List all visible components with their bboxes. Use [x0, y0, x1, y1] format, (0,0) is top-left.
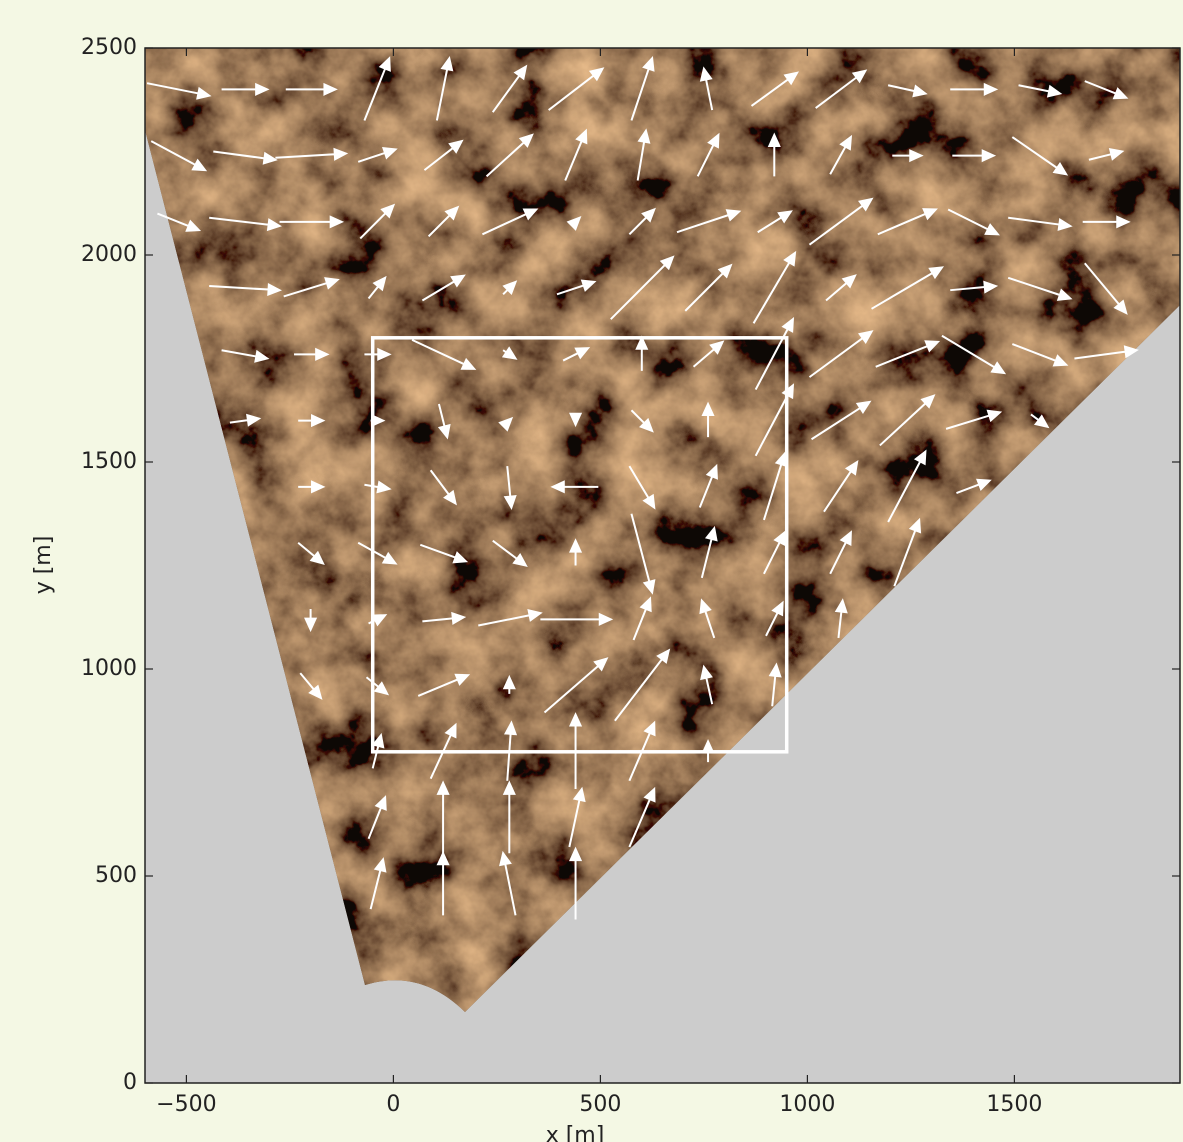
- y-tick-label: 2500: [81, 35, 137, 60]
- x-tick-label: 1500: [986, 1092, 1042, 1117]
- y-tick-label: 1500: [81, 449, 137, 474]
- x-tick-label: 0: [386, 1092, 400, 1117]
- x-axis-label: x [m]: [546, 1123, 605, 1142]
- y-tick-label: 1000: [81, 656, 137, 681]
- x-tick-label: −500: [156, 1092, 216, 1117]
- y-tick-label: 2000: [81, 242, 137, 267]
- y-axis-label: y [m]: [31, 536, 56, 595]
- y-tick-label: 500: [95, 863, 137, 888]
- y-tick-label: 0: [123, 1070, 137, 1095]
- chart: x [m] y [m] −500 0 500 1000 1500 0 500 1000 1500…: [0, 0, 1183, 1142]
- x-tick-label: 1000: [779, 1092, 835, 1117]
- x-tick-label: 500: [579, 1092, 621, 1117]
